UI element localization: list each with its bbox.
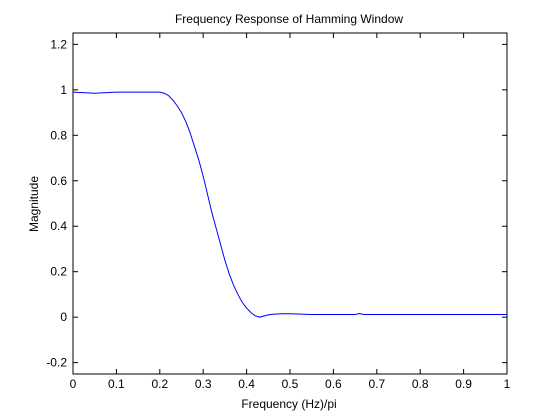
x-tick-label: 0.4: [238, 377, 255, 391]
x-axis-label: Frequency (Hz)/pi: [241, 397, 336, 411]
axes-box: [72, 32, 508, 375]
x-tick-label: 0.1: [108, 377, 125, 391]
series-line: [72, 91, 507, 318]
y-tick-label: 0: [60, 310, 67, 324]
y-axis: -0.2 0 0.2 0.4 0.6 0.8 1 1.2: [46, 37, 507, 370]
x-axis: 0 0.1 0.2 0.3 0.4 0.5 0.6 0.7 0.8 0.9 1: [70, 33, 511, 391]
x-tick-label: 0.8: [412, 377, 429, 391]
x-tick-label: 0.7: [368, 377, 385, 391]
x-tick-label: 1: [504, 377, 511, 391]
y-tick-label: 0.8: [50, 128, 67, 142]
x-tick-label: 0.6: [325, 377, 342, 391]
y-tick-label: 1: [60, 83, 67, 97]
x-tick-label: 0.9: [455, 377, 472, 391]
y-tick-label: -0.2: [46, 356, 67, 370]
chart-title: Frequency Response of Hamming Window: [175, 12, 403, 26]
x-tick-label: 0.3: [195, 377, 212, 391]
plot-area: -0.200.20.40.60.811.2 0 0.1 0.2 0.3 0.4 0.5 0.…: [46, 32, 511, 391]
x-tick-label: 0.2: [151, 377, 168, 391]
y-axis-label: Magnitude: [27, 176, 41, 232]
y-tick-label: 0.4: [50, 219, 67, 233]
y-tick-label: 0.2: [50, 265, 67, 279]
y-tick-label: 0.6: [50, 174, 67, 188]
y-tick-label: 1.2: [50, 37, 67, 51]
x-tick-label: 0.5: [282, 377, 299, 391]
x-tick-label: 0: [70, 377, 77, 391]
